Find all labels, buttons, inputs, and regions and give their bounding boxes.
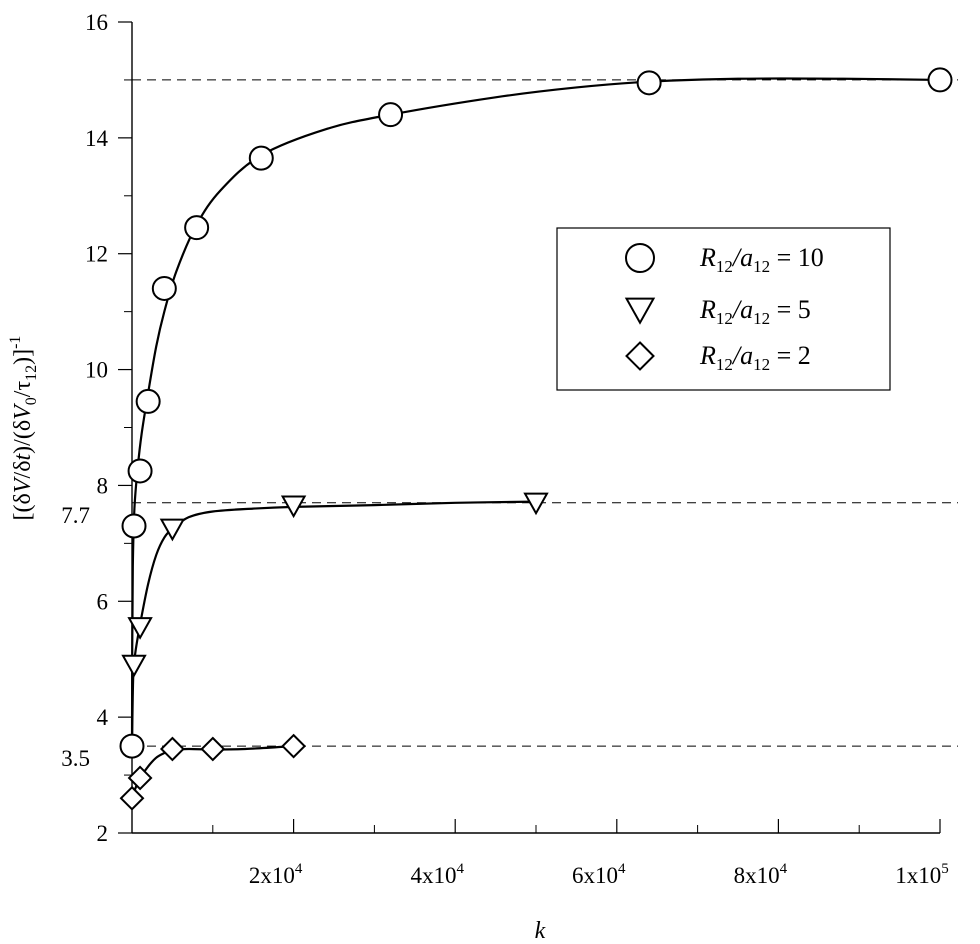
reference-lines xyxy=(132,79,958,747)
x-tick-label: 2x104 xyxy=(249,861,303,888)
x-tick-label: 4x104 xyxy=(410,861,464,888)
y-extra-label: 7.7 xyxy=(61,503,90,528)
data-point-series-3 xyxy=(127,765,153,791)
legend-marker-series-3 xyxy=(625,341,655,371)
data-point-series-1 xyxy=(927,67,953,93)
x-tick-label: 8x104 xyxy=(734,861,788,888)
y-tick-label: 2 xyxy=(97,821,109,846)
data-point-series-2 xyxy=(523,492,549,516)
y-tick-label: 14 xyxy=(85,126,109,151)
data-point-series-1 xyxy=(127,458,153,484)
y-axis-label: [(δV/δt)/(δV0/τ12)]-1 xyxy=(7,336,40,521)
legend-marker-series-1 xyxy=(625,243,655,273)
data-point-series-1 xyxy=(151,275,177,301)
x-ticks: 2x104 4x104 6x104 8x104 1x105 xyxy=(212,819,949,888)
data-point-series-1 xyxy=(121,513,147,539)
x-tick-label: 6x104 xyxy=(572,861,626,888)
y-ticks: 2 4 6 8 10 12 14 16 7.7 3.5 xyxy=(61,10,132,846)
data-point-series-1 xyxy=(378,102,404,128)
legend-label-series-2: R12/a12 = 5 xyxy=(699,295,811,328)
y-tick-label: 16 xyxy=(85,10,108,35)
y-tick-label: 8 xyxy=(97,473,109,498)
legend: R12/a12 = 10 R12/a12 = 5 R12/a12 = 2 xyxy=(556,227,891,391)
data-point-series-1 xyxy=(135,388,161,414)
axes xyxy=(131,22,940,834)
legend-label-series-3: R12/a12 = 2 xyxy=(699,341,811,374)
x-axis-label: k xyxy=(535,918,546,944)
data-point-series-1 xyxy=(636,70,662,96)
data-point-series-3 xyxy=(200,736,226,762)
series-curves xyxy=(130,77,941,799)
data-point-series-1 xyxy=(184,215,210,241)
x-tick-label: 1x105 xyxy=(895,861,949,888)
legend-label-series-1: R12/a12 = 10 xyxy=(699,243,824,276)
data-point-series-2 xyxy=(127,617,153,640)
y-tick-label: 4 xyxy=(97,705,109,730)
series-curve-2 xyxy=(130,500,537,747)
legend-box xyxy=(556,227,891,391)
series-markers xyxy=(119,67,953,811)
data-point-series-3 xyxy=(119,785,145,811)
data-point-series-3 xyxy=(281,733,307,759)
legend-markers xyxy=(624,243,656,371)
data-point-series-2 xyxy=(280,495,307,519)
series-curve-1 xyxy=(130,77,941,747)
data-point-series-3 xyxy=(159,736,185,762)
y-tick-label: 12 xyxy=(85,242,108,267)
y-tick-label: 10 xyxy=(85,358,108,383)
data-point-series-2 xyxy=(159,518,186,542)
legend-marker-series-2 xyxy=(624,297,656,325)
y-tick-label: 6 xyxy=(97,589,109,614)
data-point-series-1 xyxy=(119,733,145,759)
y-extra-label: 3.5 xyxy=(61,746,90,771)
data-point-series-2 xyxy=(121,654,147,678)
data-point-series-1 xyxy=(248,145,274,171)
